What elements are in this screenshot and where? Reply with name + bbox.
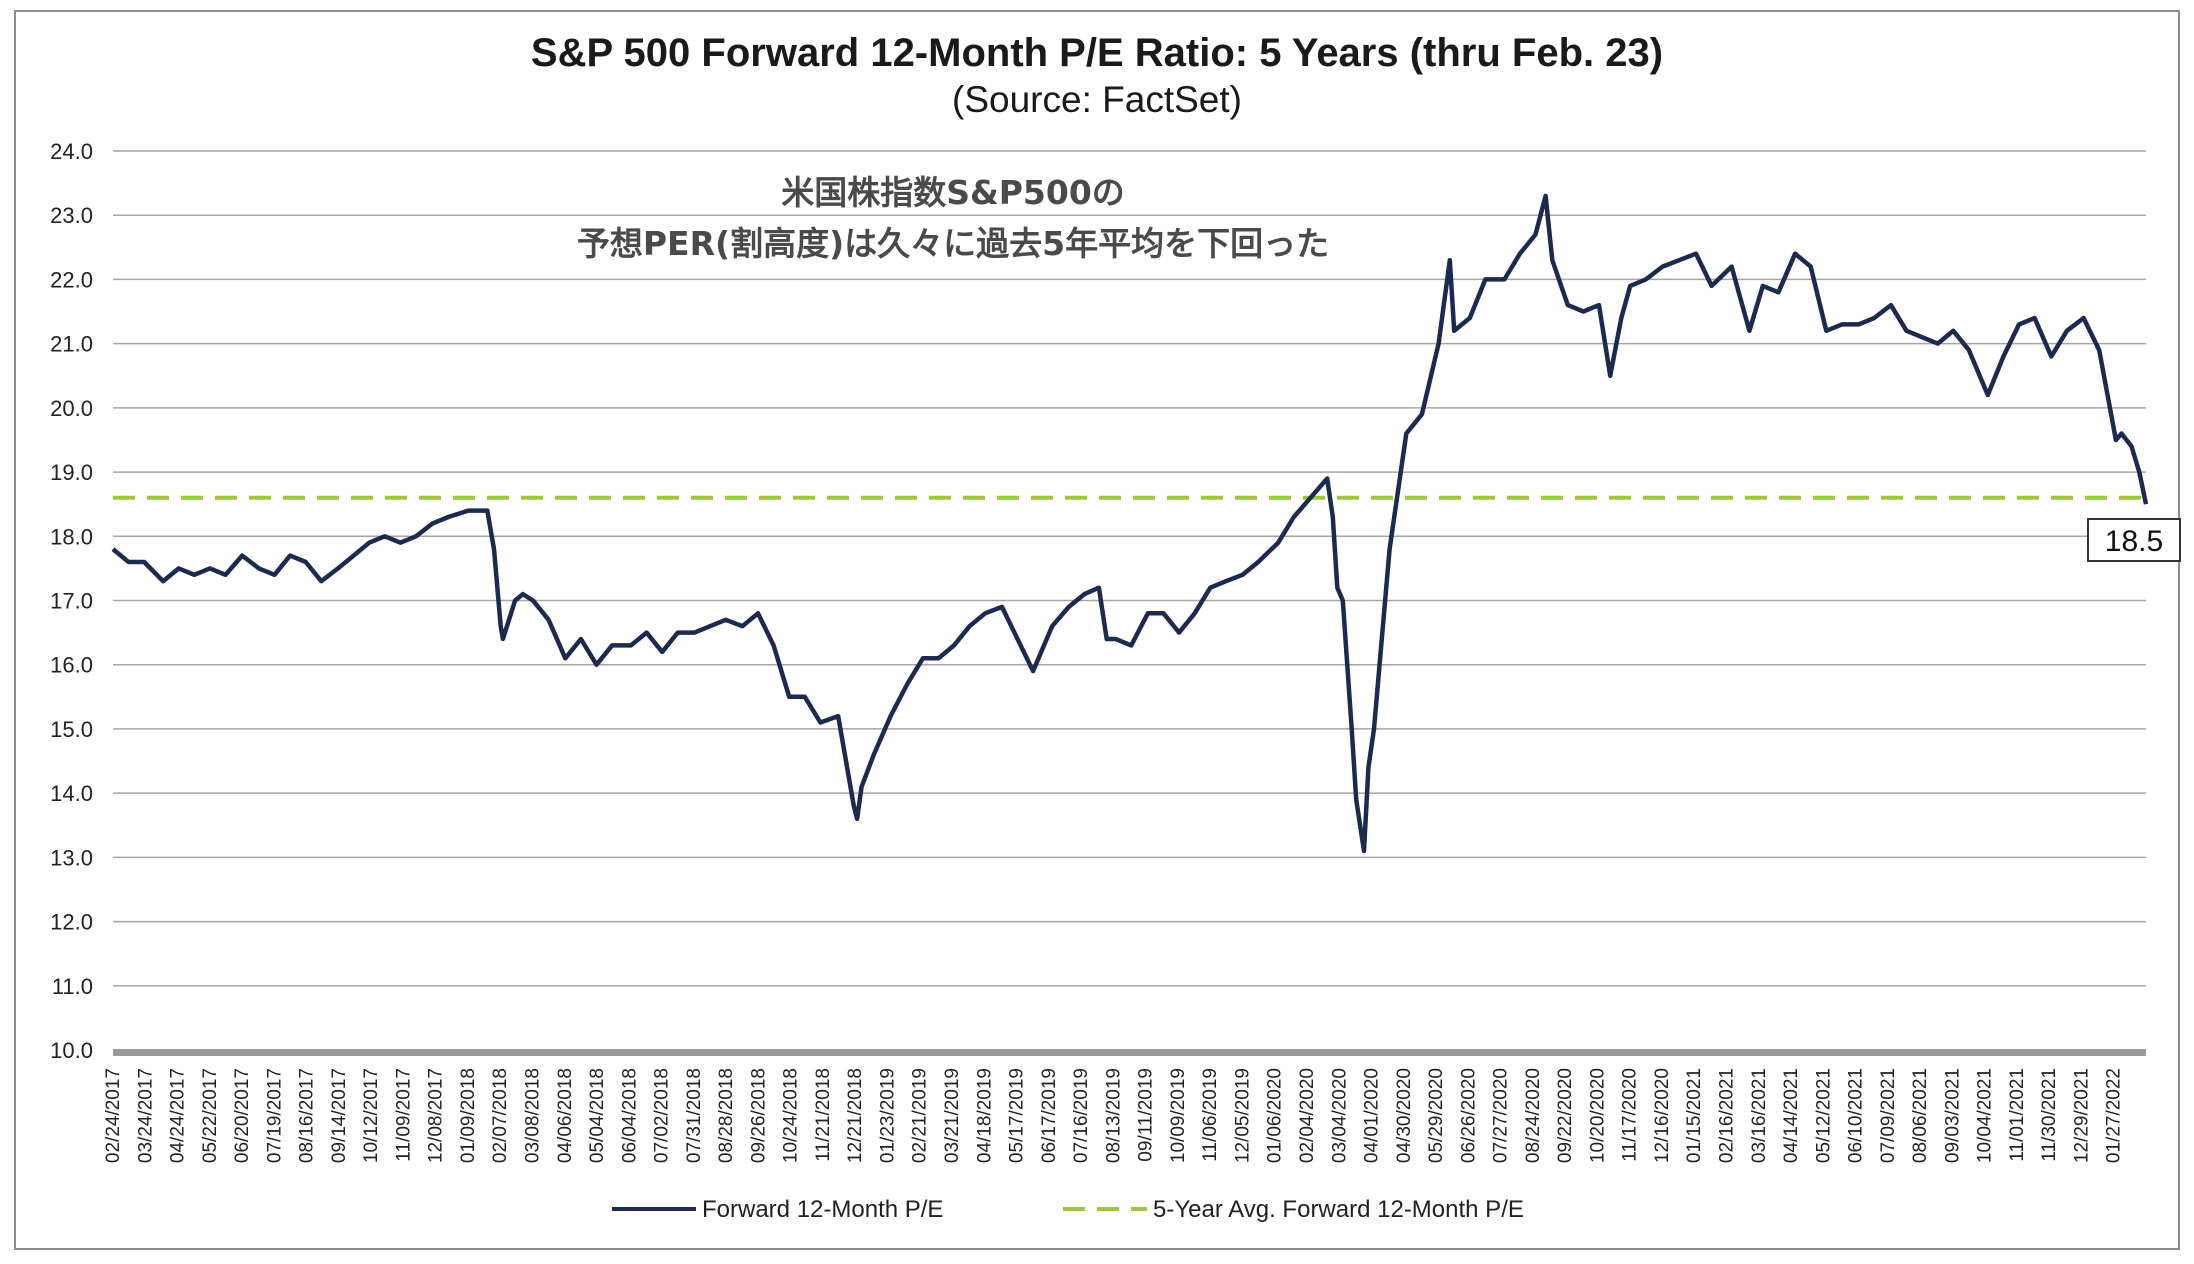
y-tick-label: 16.0 <box>50 653 93 678</box>
x-tick-label: 03/04/2020 <box>1329 1068 1350 1163</box>
x-tick-label: 07/31/2018 <box>684 1068 705 1163</box>
x-tick-label: 06/17/2019 <box>1039 1068 1060 1163</box>
y-tick-label: 11.0 <box>52 974 93 999</box>
y-tick-label: 12.0 <box>50 910 93 935</box>
y-tick-label: 17.0 <box>50 589 93 614</box>
end-value-label: 18.5 <box>2087 518 2181 562</box>
y-tick-label: 22.0 <box>50 267 93 292</box>
x-tick-label: 09/22/2020 <box>1555 1068 1576 1163</box>
y-tick-label: 19.0 <box>50 460 93 485</box>
x-tick-label: 06/26/2020 <box>1458 1068 1479 1163</box>
x-tick-label: 11/21/2018 <box>813 1068 834 1162</box>
x-tick-label: 11/30/2021 <box>2039 1068 2060 1162</box>
gridlines <box>113 150 2146 1051</box>
y-axis-ticks: 10.0 11.0 12.0 13.0 14.0 15.0 16.0 17.0 18.0 19.0… <box>50 139 93 1063</box>
x-tick-label: 02/04/2020 <box>1297 1068 1318 1163</box>
x-tick-label: 08/06/2021 <box>1910 1068 1931 1163</box>
x-tick-label: 03/24/2017 <box>135 1068 156 1163</box>
x-tick-label: 06/10/2021 <box>1846 1068 1867 1163</box>
x-tick-label: 02/07/2018 <box>490 1068 511 1163</box>
y-tick-label: 20.0 <box>50 396 93 421</box>
chart-subtitle: (Source: FactSet) <box>952 79 1242 120</box>
x-tick-label: 05/29/2020 <box>1426 1068 1447 1163</box>
annotation-line-1: 米国株指数S&P500の <box>781 173 1125 212</box>
x-axis-ticks: 02/24/2017 03/24/2017 04/24/2017 05/22/2017… <box>103 1068 2125 1163</box>
x-tick-label: 07/19/2017 <box>264 1068 285 1163</box>
x-tick-label: 09/26/2018 <box>748 1068 769 1163</box>
x-tick-label: 07/09/2021 <box>1878 1068 1899 1163</box>
x-tick-label: 12/16/2020 <box>1652 1068 1673 1163</box>
x-tick-label: 01/06/2020 <box>1265 1068 1286 1163</box>
chart-title: S&P 500 Forward 12-Month P/E Ratio: 5 Ye… <box>531 31 1663 75</box>
x-tick-label: 11/06/2019 <box>1200 1068 1221 1162</box>
x-tick-label: 02/21/2019 <box>910 1068 931 1163</box>
y-tick-label: 18.0 <box>50 524 93 549</box>
x-tick-label: 02/16/2021 <box>1716 1068 1737 1163</box>
chart-frame <box>14 10 2180 1250</box>
x-tick-label: 01/15/2021 <box>1684 1068 1705 1163</box>
x-tick-label: 05/04/2018 <box>587 1068 608 1163</box>
x-tick-label: 02/24/2017 <box>103 1068 124 1163</box>
y-tick-label: 14.0 <box>50 781 93 806</box>
x-tick-label: 05/22/2017 <box>200 1068 221 1163</box>
end-value-box <box>2087 518 2181 562</box>
y-tick-label: 24.0 <box>50 139 93 164</box>
legend: Forward 12-Month P/E 5-Year Avg. Forward… <box>612 1196 1524 1223</box>
x-tick-label: 12/05/2019 <box>1232 1068 1253 1163</box>
x-tick-label: 12/21/2018 <box>845 1068 866 1163</box>
x-tick-label: 06/20/2017 <box>232 1068 253 1163</box>
y-tick-label: 15.0 <box>50 717 93 742</box>
x-tick-label: 07/16/2019 <box>1071 1068 1092 1163</box>
x-tick-label: 04/18/2019 <box>974 1068 995 1163</box>
legend-label-avg: 5-Year Avg. Forward 12-Month P/E <box>1153 1196 1524 1223</box>
x-tick-label: 04/30/2020 <box>1394 1068 1415 1163</box>
annotation-line-2: 予想PER(割高度)は久々に過去5年平均を下回った <box>577 224 1329 263</box>
x-tick-label: 12/29/2021 <box>2071 1068 2092 1163</box>
x-tick-label: 08/16/2017 <box>297 1068 318 1163</box>
legend-label-pe: Forward 12-Month P/E <box>702 1196 943 1223</box>
x-tick-label: 01/09/2018 <box>458 1068 479 1163</box>
x-tick-label: 12/08/2017 <box>426 1068 447 1163</box>
x-tick-label: 01/23/2019 <box>877 1068 898 1163</box>
forward-pe-series-line <box>111 193 2149 854</box>
x-tick-label: 10/12/2017 <box>361 1068 382 1163</box>
x-tick-label: 08/24/2020 <box>1523 1068 1544 1163</box>
x-axis-line <box>113 1049 2146 1056</box>
x-tick-label: 07/27/2020 <box>1491 1068 1512 1163</box>
x-tick-label: 10/09/2019 <box>1168 1068 1189 1163</box>
x-tick-label: 04/01/2020 <box>1362 1068 1383 1163</box>
x-tick-label: 05/12/2021 <box>1813 1068 1834 1163</box>
x-tick-label: 05/17/2019 <box>1007 1068 1028 1163</box>
x-tick-label: 04/14/2021 <box>1781 1068 1802 1163</box>
x-tick-label: 04/06/2018 <box>555 1068 576 1163</box>
y-tick-label: 10.0 <box>50 1038 93 1063</box>
x-tick-label: 07/02/2018 <box>652 1068 673 1163</box>
x-tick-label: 10/20/2020 <box>1587 1068 1608 1163</box>
x-tick-label: 10/04/2021 <box>1975 1068 1996 1163</box>
y-tick-label: 23.0 <box>50 203 93 228</box>
x-tick-label: 11/09/2017 <box>393 1068 414 1162</box>
x-tick-label: 01/27/2022 <box>2104 1068 2125 1163</box>
x-tick-label: 03/16/2021 <box>1749 1068 1770 1163</box>
x-tick-label: 10/24/2018 <box>781 1068 802 1163</box>
x-tick-label: 08/13/2019 <box>1103 1068 1124 1163</box>
y-tick-label: 21.0 <box>50 332 93 357</box>
x-tick-label: 04/24/2017 <box>168 1068 189 1163</box>
x-tick-label: 03/08/2018 <box>523 1068 544 1163</box>
x-tick-label: 09/11/2019 <box>1136 1068 1157 1162</box>
x-tick-label: 03/21/2019 <box>942 1068 963 1163</box>
x-tick-label: 06/04/2018 <box>619 1068 640 1163</box>
end-value-text: 18.5 <box>2105 525 2163 558</box>
x-tick-label: 09/03/2021 <box>1942 1068 1963 1163</box>
x-tick-label: 11/01/2021 <box>2007 1068 2028 1162</box>
x-tick-label: 11/17/2020 <box>1620 1068 1641 1162</box>
y-tick-label: 13.0 <box>50 845 93 870</box>
x-tick-label: 09/14/2017 <box>329 1068 350 1163</box>
x-tick-label: 08/28/2018 <box>716 1068 737 1163</box>
